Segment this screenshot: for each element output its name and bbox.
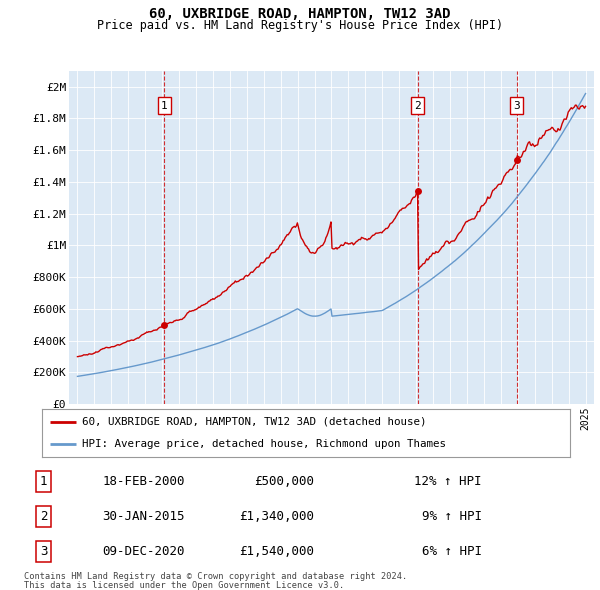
Text: 09-DEC-2020: 09-DEC-2020 [102, 545, 185, 558]
Text: Contains HM Land Registry data © Crown copyright and database right 2024.: Contains HM Land Registry data © Crown c… [24, 572, 407, 581]
Text: 2: 2 [414, 101, 421, 111]
Text: 30-JAN-2015: 30-JAN-2015 [102, 510, 185, 523]
Text: 60, UXBRIDGE ROAD, HAMPTON, TW12 3AD: 60, UXBRIDGE ROAD, HAMPTON, TW12 3AD [149, 7, 451, 21]
Text: 1: 1 [161, 101, 168, 111]
Text: Price paid vs. HM Land Registry's House Price Index (HPI): Price paid vs. HM Land Registry's House … [97, 19, 503, 32]
Text: 2: 2 [40, 510, 47, 523]
Text: £500,000: £500,000 [254, 475, 314, 488]
Text: HPI: Average price, detached house, Richmond upon Thames: HPI: Average price, detached house, Rich… [82, 439, 446, 449]
Text: £1,540,000: £1,540,000 [239, 545, 314, 558]
Text: 9% ↑ HPI: 9% ↑ HPI [422, 510, 482, 523]
Text: 60, UXBRIDGE ROAD, HAMPTON, TW12 3AD (detached house): 60, UXBRIDGE ROAD, HAMPTON, TW12 3AD (de… [82, 417, 426, 427]
Text: 12% ↑ HPI: 12% ↑ HPI [414, 475, 482, 488]
Text: 3: 3 [40, 545, 47, 558]
Text: 6% ↑ HPI: 6% ↑ HPI [422, 545, 482, 558]
Text: £1,340,000: £1,340,000 [239, 510, 314, 523]
Text: 18-FEB-2000: 18-FEB-2000 [102, 475, 185, 488]
Text: This data is licensed under the Open Government Licence v3.0.: This data is licensed under the Open Gov… [24, 581, 344, 589]
Text: 1: 1 [40, 475, 47, 488]
Text: 3: 3 [513, 101, 520, 111]
